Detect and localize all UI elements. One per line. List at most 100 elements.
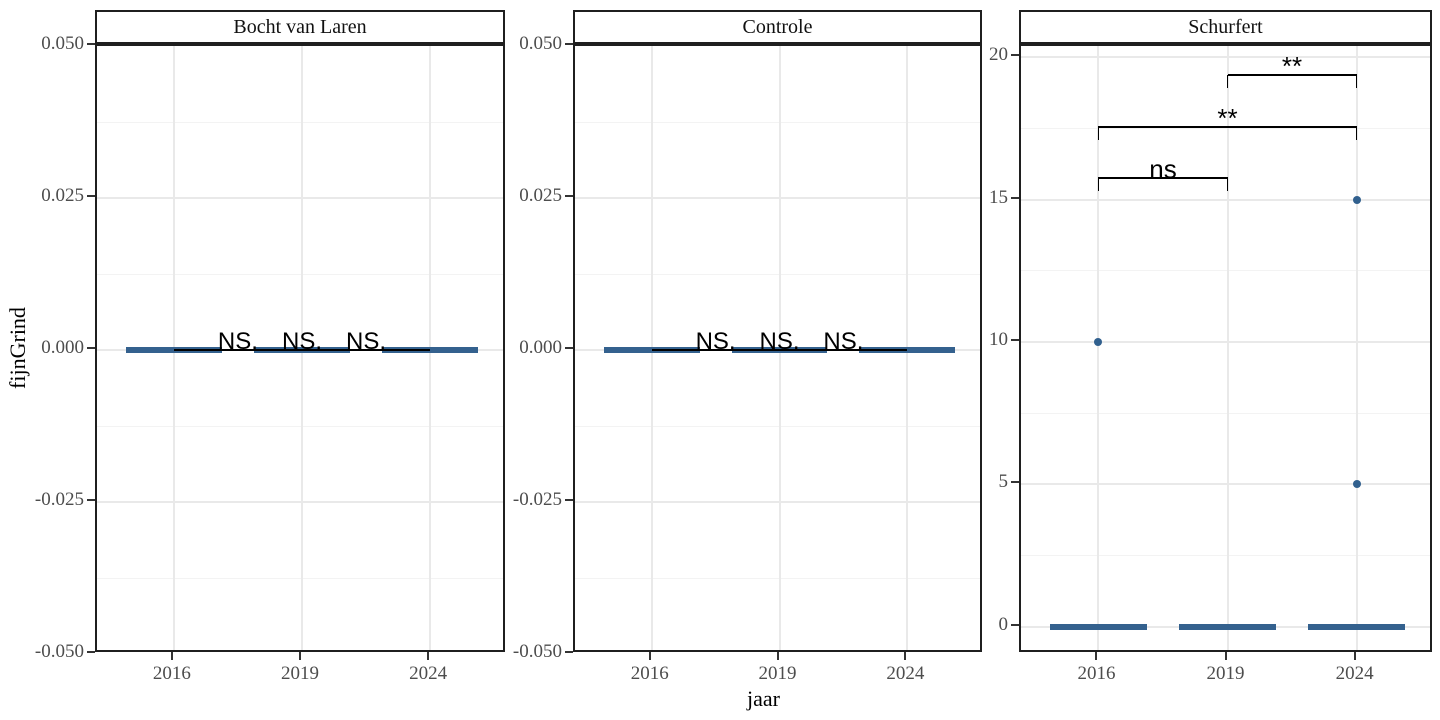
y-axis-tick-mark (565, 43, 573, 45)
significance-label: ** (1217, 103, 1238, 134)
outlier-point (1094, 338, 1103, 347)
gridline-minor-horizontal (1021, 412, 1430, 414)
gridline-major-horizontal (575, 501, 980, 503)
y-axis-tick-mark (87, 195, 95, 197)
x-axis-tick-mark (1353, 652, 1356, 660)
facet-strip: Bocht van Laren (95, 10, 505, 44)
gridline-major-vertical (1355, 46, 1358, 650)
significance-bracket-tick (1355, 127, 1358, 141)
x-axis-tick-mark (427, 652, 430, 660)
x-axis-tick-label: 2016 (630, 663, 669, 684)
gridline-major-vertical (1226, 46, 1229, 650)
y-axis-tick-mark (565, 499, 573, 501)
gridline-major-horizontal (1021, 56, 1430, 59)
significance-bracket-tick (1226, 75, 1229, 89)
facet-strip-title: Schurfert (1188, 16, 1263, 38)
x-axis-tick-mark (648, 652, 651, 660)
y-axis-tick-label: 5 (998, 471, 1009, 493)
facet-strip: Schurfert (1019, 10, 1432, 44)
y-axis-tick-label: 0.050 (519, 33, 562, 54)
significance-bracket-tick (1097, 127, 1100, 141)
y-axis-tick-label: 0.000 (41, 337, 84, 358)
y-axis-tick-mark (1011, 481, 1019, 484)
gridline-minor-horizontal (1021, 555, 1430, 557)
gridline-major-horizontal (575, 197, 980, 199)
significance-bracket-tick (1355, 75, 1358, 89)
x-axis-tick-mark (170, 652, 173, 660)
outlier-point (1352, 480, 1361, 489)
boxplot-bar (1179, 623, 1276, 630)
y-axis-tick-mark (565, 651, 573, 653)
x-axis-title: jaar (747, 686, 780, 711)
gridline-major-horizontal (97, 197, 503, 199)
y-axis-tick-mark (87, 347, 95, 349)
x-axis-tick-label: 2016 (1077, 663, 1116, 684)
y-axis-tick-label: -0.025 (512, 489, 562, 510)
y-axis-tick-label: -0.050 (34, 641, 84, 662)
boxplot-bar (125, 347, 222, 353)
y-axis-tick-mark (1011, 339, 1019, 342)
gridline-minor-horizontal (97, 273, 503, 275)
y-axis-tick-mark (87, 499, 95, 501)
y-axis-tick-mark (87, 651, 95, 653)
significance-label: NS. (346, 328, 387, 355)
x-axis-tick-mark (1095, 652, 1098, 660)
x-axis-tick-mark (299, 652, 301, 660)
outlier-point (1352, 195, 1361, 204)
y-axis-tick-label: -0.025 (34, 489, 84, 510)
plot-panel: NS. NS. NS. (95, 44, 505, 652)
boxplot-bar (1050, 623, 1147, 630)
significance-line (1227, 74, 1357, 76)
y-axis-tick-label: 10 (989, 329, 1008, 351)
y-axis-tick-label: 15 (989, 186, 1008, 208)
y-axis-tick-label: -0.050 (512, 641, 562, 662)
gridline-minor-horizontal (575, 577, 980, 579)
plot-panel: NS. NS. NS. (573, 44, 982, 652)
gridline-major-horizontal (1021, 198, 1430, 201)
significance-bracket-tick (1097, 178, 1100, 192)
x-axis-tick-label: 2024 (409, 663, 448, 684)
gridline-minor-horizontal (575, 273, 980, 275)
significance-line (1098, 177, 1228, 179)
y-axis-tick-label: 0.025 (41, 185, 84, 206)
significance-label: NS. (823, 328, 864, 355)
y-axis-tick-label: 0.050 (41, 33, 84, 54)
y-axis-tick-mark (565, 195, 573, 197)
plot-panel: ns ** ** (1019, 44, 1432, 652)
y-axis-tick-label: 0 (998, 613, 1009, 635)
boxplot-bar (603, 347, 700, 353)
gridline-minor-horizontal (97, 577, 503, 579)
boxplot-bar (1308, 623, 1405, 630)
gridline-major-vertical (1097, 46, 1100, 650)
y-axis-tick-mark (87, 43, 95, 45)
significance-line (1098, 126, 1357, 128)
facet-strip-title: Controle (742, 16, 813, 38)
y-axis-tick-label: 20 (989, 44, 1008, 66)
gridline-minor-horizontal (575, 425, 980, 427)
y-axis-tick-label: 0.025 (519, 185, 562, 206)
y-axis-tick-label: 0.000 (519, 337, 562, 358)
y-axis-tick-mark (1011, 623, 1019, 626)
significance-line (779, 349, 908, 351)
x-axis-tick-mark (904, 652, 907, 660)
gridline-minor-horizontal (97, 121, 503, 123)
gridline-minor-horizontal (97, 425, 503, 427)
gridline-major-horizontal (1021, 483, 1430, 486)
gridline-minor-horizontal (575, 121, 980, 123)
gridline-minor-horizontal (1021, 270, 1430, 272)
x-axis-tick-mark (776, 652, 779, 660)
x-axis-tick-label: 2024 (886, 663, 925, 684)
x-axis-tick-label: 2019 (758, 663, 797, 684)
x-axis-tick-label: 2019 (1206, 663, 1245, 684)
x-axis-tick-label: 2024 (1335, 663, 1374, 684)
x-axis-tick-mark (1224, 652, 1227, 660)
significance-line (302, 349, 431, 351)
gridline-major-horizontal (1021, 341, 1430, 344)
significance-bracket-tick (1226, 178, 1229, 192)
gridline-major-horizontal (97, 501, 503, 503)
y-axis-tick-mark (1011, 196, 1019, 199)
y-axis-tick-mark (1011, 54, 1019, 57)
facet-strip: Controle (573, 10, 982, 44)
facet-strip-title: Bocht van Laren (233, 16, 367, 38)
